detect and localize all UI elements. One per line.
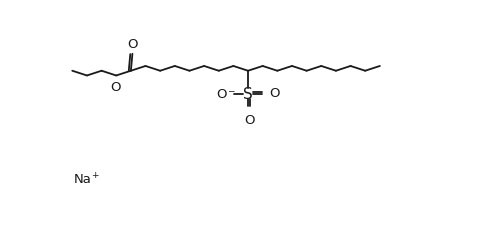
Text: O: O bbox=[216, 87, 227, 100]
Text: −: − bbox=[227, 86, 235, 95]
Text: O: O bbox=[244, 114, 254, 127]
Text: O: O bbox=[110, 81, 121, 94]
Text: +: + bbox=[91, 170, 99, 179]
Text: O: O bbox=[269, 87, 279, 100]
Text: S: S bbox=[243, 87, 253, 102]
Text: O: O bbox=[127, 38, 138, 51]
Text: Na: Na bbox=[74, 172, 92, 185]
